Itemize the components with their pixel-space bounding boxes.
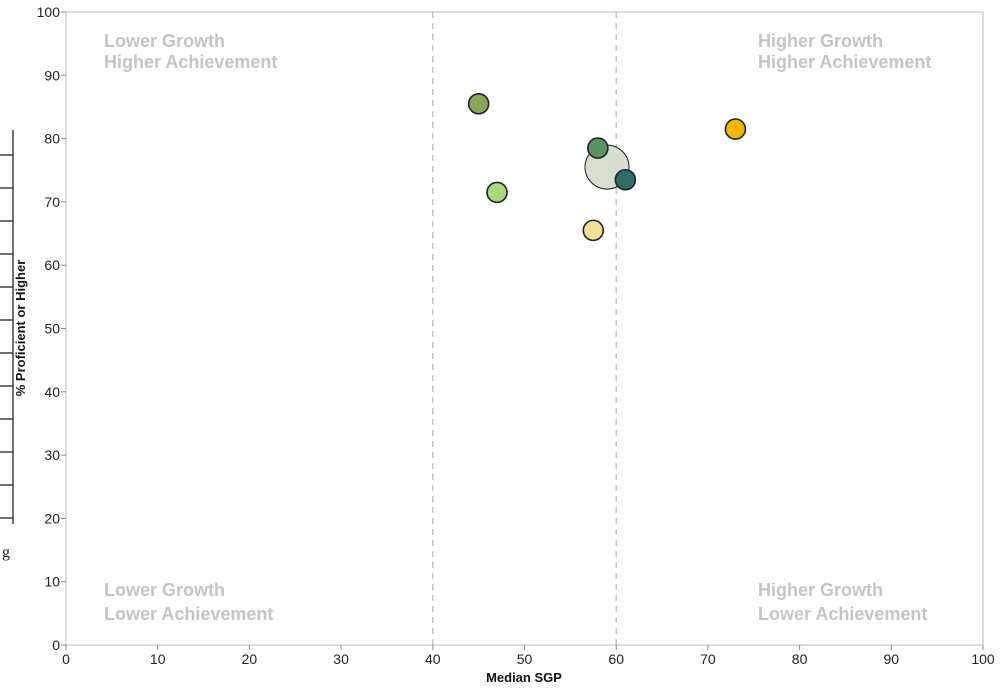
x-tick-label: 70 [700, 651, 716, 667]
left-edge-ruler [0, 130, 14, 524]
y-tick-label: 30 [44, 447, 60, 463]
x-axis-title: Median SGP [486, 670, 562, 685]
data-point [724, 118, 747, 140]
y-tick-label: 10 [44, 574, 60, 590]
y-tick-label: 0 [52, 637, 60, 653]
quadrant-bottom-right-line1: Higher Growth [758, 580, 883, 600]
data-point [582, 219, 605, 242]
x-tick-label: 60 [608, 651, 624, 667]
y-tick-label: 20 [44, 510, 60, 526]
data-points [467, 92, 747, 242]
quadrant-bottom-right-line2: Lower Achievement [758, 604, 927, 624]
reference-lines [432, 12, 617, 645]
data-point [587, 137, 609, 159]
plot-area-frame [65, 11, 984, 646]
x-tick-label: 10 [150, 651, 166, 667]
quadrant-top-left-line1: Lower Growth [104, 31, 225, 51]
quadrant-top-right-line2: Higher Achievement [758, 52, 931, 72]
x-tick-label: 20 [242, 651, 258, 667]
x-tick-label: 90 [884, 651, 900, 667]
x-tick-label: 0 [62, 651, 70, 667]
x-tick-label: 100 [971, 651, 995, 667]
y-tick-label: 50 [44, 321, 60, 337]
quadrant-top-left-line2: Higher Achievement [104, 52, 277, 72]
x-tick-label: 40 [425, 651, 441, 667]
x-axis-ticks: 0 10 20 30 40 50 60 70 80 90 100 [62, 645, 995, 667]
y-tick-label: 90 [44, 67, 60, 83]
quadrant-bottom-left-line2: Lower Achievement [104, 604, 273, 624]
quadrant-top-right-line1: Higher Growth [758, 31, 883, 51]
y-tick-label: 100 [37, 4, 61, 20]
y-tick-label: 40 [44, 384, 60, 400]
x-tick-label: 80 [792, 651, 808, 667]
y-axis-ticks: 0 10 20 30 40 50 60 70 80 90 100 [37, 4, 66, 653]
y-tick-label: 70 [44, 194, 60, 210]
data-point [614, 168, 637, 191]
y-tick-label: 80 [44, 131, 60, 147]
data-point [486, 181, 508, 204]
y-tick-label: 60 [44, 257, 60, 273]
data-point [467, 92, 490, 115]
y-axis-title: % Proficient or Higher [13, 260, 28, 397]
x-tick-label: 30 [333, 651, 349, 667]
quadrant-bottom-left-line1: Lower Growth [104, 580, 225, 600]
x-tick-label: 50 [517, 651, 533, 667]
left-edge-glyph: g [2, 544, 10, 561]
